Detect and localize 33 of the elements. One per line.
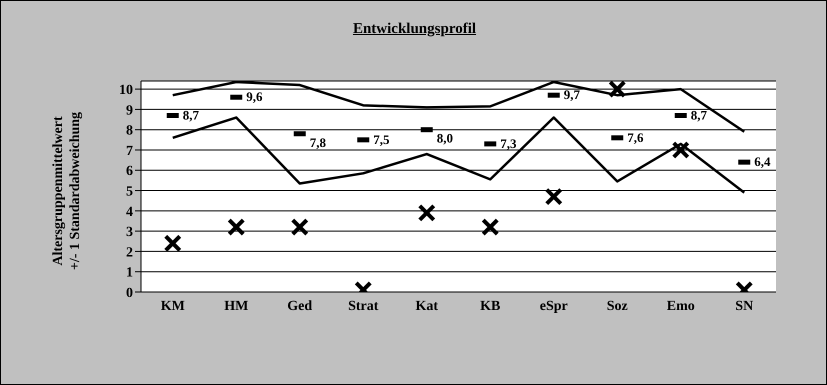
data-label: 7,6 [627,130,644,145]
x-tick-label: KB [480,298,500,314]
x-tick-label: Kat [415,298,438,314]
x-tick-label: eSpr [540,298,568,314]
data-label: 8,0 [436,130,453,146]
y-tick-label: 3 [126,225,133,240]
x-tick-label: Strat [348,298,379,314]
x-tick-label: SN [735,298,754,314]
y-tick-label: 9 [126,103,133,118]
y-tick-label: 0 [126,286,133,301]
data-label: 8,7 [690,107,708,122]
y-tick-label: 4 [126,204,133,220]
x-tick-label: Soz [606,298,628,314]
data-label: 7,8 [310,134,326,150]
y-tick-label: 2 [126,245,133,260]
y-axis-title: Altersgruppenmittelwert +/- 1 Standardabweichung [50,112,84,270]
y-tick-label: 10 [119,83,133,98]
x-tick-label: HM [224,298,248,314]
data-label: 7,3 [500,136,517,151]
data-label: 9,7 [564,87,580,102]
chart-title: Entwicklungsprofil [352,21,478,38]
data-label: 9,6 [246,89,263,104]
y-tick-label: 1 [126,266,133,281]
y-tick-label: 7 [126,144,133,159]
x-tick-label: Ged [287,298,312,314]
data-label: 6,4 [754,154,771,170]
y-tick-label: 6 [126,164,133,180]
data-label: 7,5 [373,132,390,147]
x-tick-label: Emo [666,298,695,314]
data-label: 8,7 [182,107,200,122]
x-tick-label: KM [160,298,185,314]
y-tick-label: 8 [126,124,133,139]
y-tick-label: 5 [126,184,133,200]
